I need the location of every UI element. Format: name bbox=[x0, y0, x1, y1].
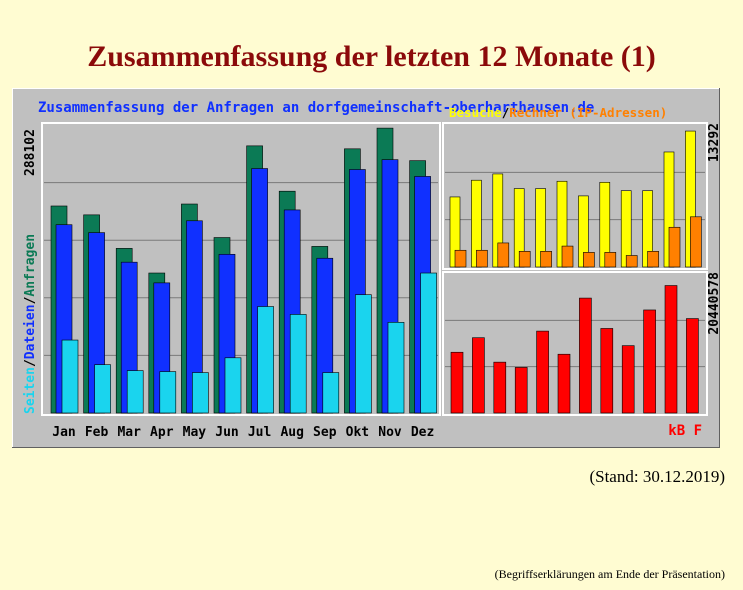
bar-kb-mar bbox=[493, 361, 507, 414]
bar-seiten-mar bbox=[126, 370, 144, 414]
x-label-aug: Aug bbox=[280, 425, 303, 440]
x-label-dez: Dez bbox=[411, 425, 434, 440]
bar-rechner-okt bbox=[647, 251, 659, 268]
legend-sep-2: / bbox=[23, 296, 38, 304]
visits-title-rechner: Rechner (IP-Adressen) bbox=[509, 105, 667, 120]
bar-kb-sep bbox=[621, 345, 635, 414]
x-label-mar: Mar bbox=[117, 425, 141, 440]
x-label-feb: Feb bbox=[85, 425, 109, 440]
bar-rechner-jul bbox=[583, 252, 595, 268]
footnote: (Begriffserklärungen am Ende der Präsent… bbox=[494, 567, 725, 581]
visits-title-besuche: Besuche bbox=[449, 105, 502, 120]
kb-y-max-label: 20440578 bbox=[707, 272, 720, 335]
bar-seiten-jun bbox=[224, 357, 242, 414]
kb-plot-panel bbox=[442, 271, 708, 416]
kb-unit-label: kB F bbox=[668, 423, 702, 439]
visits-y-max-label: 13292 bbox=[707, 123, 720, 162]
legend-seiten: Seiten bbox=[23, 367, 38, 414]
chart-frame: Zusammenfassung der Anfragen an dorfgeme… bbox=[12, 88, 720, 448]
legend-anfragen: Anfragen bbox=[23, 234, 38, 297]
bar-seiten-nov bbox=[387, 322, 405, 414]
visits-plot-panel bbox=[442, 122, 708, 270]
legend-dateien: Dateien bbox=[23, 304, 38, 359]
bar-seiten-okt bbox=[355, 294, 372, 414]
main-y-max-label: 288102 bbox=[23, 129, 38, 176]
x-label-okt: Okt bbox=[346, 425, 369, 440]
bar-kb-aug bbox=[600, 328, 614, 414]
bar-rechner-dez bbox=[690, 216, 702, 268]
bar-rechner-may bbox=[540, 251, 552, 268]
x-label-jul: Jul bbox=[248, 425, 271, 440]
bar-kb-apr bbox=[514, 367, 528, 414]
bar-seiten-may bbox=[192, 372, 209, 414]
bar-rechner-nov bbox=[668, 226, 681, 268]
bar-seiten-feb bbox=[94, 364, 111, 414]
bar-seiten-jul bbox=[257, 306, 274, 414]
bar-seiten-sep bbox=[322, 372, 340, 414]
visits-chart-title: Besuche/Rechner (IP-Adressen) bbox=[449, 105, 667, 120]
bar-kb-nov bbox=[664, 285, 678, 414]
page-title: Zusammenfassung der letzten 12 Monate (1… bbox=[87, 40, 656, 73]
bar-rechner-jan bbox=[454, 249, 467, 268]
bar-rechner-jun bbox=[561, 245, 574, 268]
bar-kb-jan bbox=[450, 351, 464, 414]
visits-title-sep: / bbox=[502, 105, 510, 120]
x-label-sep: Sep bbox=[313, 425, 337, 440]
bar-seiten-apr bbox=[159, 371, 177, 414]
bar-kb-dez bbox=[686, 318, 699, 414]
x-label-apr: Apr bbox=[150, 425, 174, 440]
bar-seiten-dez bbox=[420, 272, 437, 414]
bar-rechner-sep bbox=[625, 255, 638, 268]
bar-kb-feb bbox=[472, 337, 485, 414]
x-label-may: May bbox=[183, 425, 207, 440]
bar-rechner-apr bbox=[518, 251, 531, 268]
bar-seiten-jan bbox=[61, 339, 79, 414]
stand-date: (Stand: 30.12.2019) bbox=[589, 467, 725, 486]
bar-kb-jul bbox=[579, 297, 592, 414]
legend-sep-1: / bbox=[23, 359, 38, 367]
x-label-jun: Jun bbox=[215, 425, 238, 440]
bar-kb-may bbox=[536, 330, 549, 414]
bar-rechner-mar bbox=[497, 242, 510, 268]
x-label-nov: Nov bbox=[378, 425, 402, 440]
bar-seiten-aug bbox=[289, 314, 307, 414]
bar-rechner-feb bbox=[476, 249, 488, 268]
main-chart-title: Zusammenfassung der Anfragen an dorfgeme… bbox=[38, 100, 594, 116]
bar-kb-jun bbox=[557, 353, 571, 414]
x-label-jan: Jan bbox=[52, 425, 75, 440]
bar-rechner-aug bbox=[604, 252, 617, 268]
bar-kb-okt bbox=[643, 309, 656, 414]
main-legend: Seiten/Dateien/Anfragen bbox=[23, 234, 38, 414]
